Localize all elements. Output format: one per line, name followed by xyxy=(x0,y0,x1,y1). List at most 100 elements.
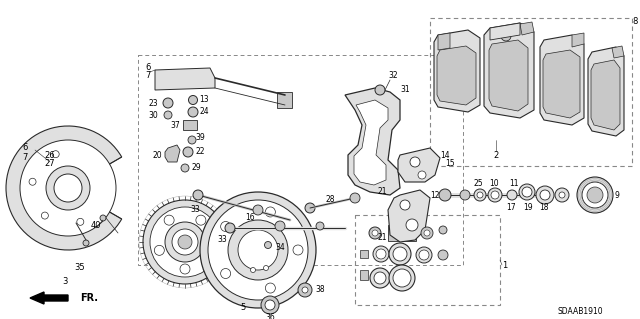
Circle shape xyxy=(266,283,275,293)
Bar xyxy=(277,92,292,108)
Circle shape xyxy=(372,230,378,236)
Circle shape xyxy=(369,227,381,239)
Circle shape xyxy=(83,240,89,246)
Text: 33: 33 xyxy=(190,205,200,214)
Text: 2: 2 xyxy=(493,151,499,160)
Text: 29: 29 xyxy=(191,164,201,173)
Text: 35: 35 xyxy=(75,263,85,272)
FancyArrow shape xyxy=(30,292,68,304)
Text: 18: 18 xyxy=(540,203,548,211)
Circle shape xyxy=(374,272,386,284)
Bar xyxy=(360,270,368,280)
Circle shape xyxy=(193,190,203,200)
Circle shape xyxy=(264,265,269,271)
Circle shape xyxy=(200,192,316,308)
Circle shape xyxy=(416,247,432,263)
Circle shape xyxy=(421,227,433,239)
Text: 5: 5 xyxy=(241,303,246,313)
Text: 14: 14 xyxy=(440,151,450,160)
Circle shape xyxy=(265,300,275,310)
Text: 28: 28 xyxy=(325,196,335,204)
Circle shape xyxy=(559,192,565,198)
Polygon shape xyxy=(588,47,624,136)
Text: 25: 25 xyxy=(473,179,483,188)
Circle shape xyxy=(439,226,447,234)
Circle shape xyxy=(507,190,517,200)
Text: 39: 39 xyxy=(195,133,205,143)
Text: 6: 6 xyxy=(22,144,28,152)
Text: 36: 36 xyxy=(265,314,275,319)
Polygon shape xyxy=(591,60,620,130)
Text: 1: 1 xyxy=(502,261,508,270)
Text: 27: 27 xyxy=(45,159,55,167)
Circle shape xyxy=(150,207,220,277)
Polygon shape xyxy=(489,40,528,111)
Circle shape xyxy=(196,215,206,225)
Circle shape xyxy=(400,200,410,210)
Circle shape xyxy=(52,151,59,158)
Polygon shape xyxy=(388,190,430,242)
Circle shape xyxy=(302,287,308,293)
Circle shape xyxy=(42,212,49,219)
Polygon shape xyxy=(484,23,534,118)
Text: 19: 19 xyxy=(523,203,533,211)
Circle shape xyxy=(29,178,36,185)
Circle shape xyxy=(424,230,430,236)
Text: 7: 7 xyxy=(22,152,28,161)
Circle shape xyxy=(419,250,429,260)
Polygon shape xyxy=(165,145,180,162)
Circle shape xyxy=(376,249,386,259)
Text: 8: 8 xyxy=(632,18,637,26)
Circle shape xyxy=(181,164,189,172)
Circle shape xyxy=(54,174,82,202)
Circle shape xyxy=(188,107,198,117)
Polygon shape xyxy=(354,100,388,185)
Text: 7: 7 xyxy=(145,71,150,80)
Circle shape xyxy=(393,247,407,261)
Circle shape xyxy=(577,177,613,213)
Polygon shape xyxy=(520,22,534,35)
Circle shape xyxy=(439,189,451,201)
Text: 15: 15 xyxy=(445,159,455,167)
Text: 24: 24 xyxy=(199,108,209,116)
Circle shape xyxy=(389,265,415,291)
Circle shape xyxy=(477,192,483,198)
Polygon shape xyxy=(183,120,197,130)
Circle shape xyxy=(20,140,116,236)
Bar xyxy=(355,215,500,305)
Polygon shape xyxy=(612,46,624,58)
Circle shape xyxy=(188,136,196,144)
Circle shape xyxy=(350,193,360,203)
Bar xyxy=(388,225,398,241)
Circle shape xyxy=(406,219,418,231)
Circle shape xyxy=(370,268,390,288)
Circle shape xyxy=(540,190,550,200)
Circle shape xyxy=(488,188,502,202)
Polygon shape xyxy=(543,50,580,118)
Circle shape xyxy=(208,200,308,300)
Circle shape xyxy=(250,268,255,272)
Text: 10: 10 xyxy=(489,179,499,188)
Circle shape xyxy=(253,205,263,215)
Text: 9: 9 xyxy=(614,190,620,199)
Circle shape xyxy=(389,243,411,265)
Circle shape xyxy=(225,223,235,233)
Circle shape xyxy=(238,230,278,270)
Circle shape xyxy=(460,190,470,200)
Circle shape xyxy=(164,215,174,225)
Text: 21: 21 xyxy=(377,188,387,197)
Circle shape xyxy=(164,111,172,119)
Wedge shape xyxy=(6,126,122,250)
Polygon shape xyxy=(437,46,476,105)
Circle shape xyxy=(77,218,84,225)
Polygon shape xyxy=(540,35,584,125)
Circle shape xyxy=(501,31,511,41)
Text: 34: 34 xyxy=(275,243,285,253)
Bar xyxy=(360,250,368,258)
Text: 38: 38 xyxy=(315,286,325,294)
Circle shape xyxy=(221,221,230,232)
Circle shape xyxy=(519,184,535,200)
Polygon shape xyxy=(490,23,520,40)
Text: 30: 30 xyxy=(148,110,158,120)
Circle shape xyxy=(143,200,227,284)
